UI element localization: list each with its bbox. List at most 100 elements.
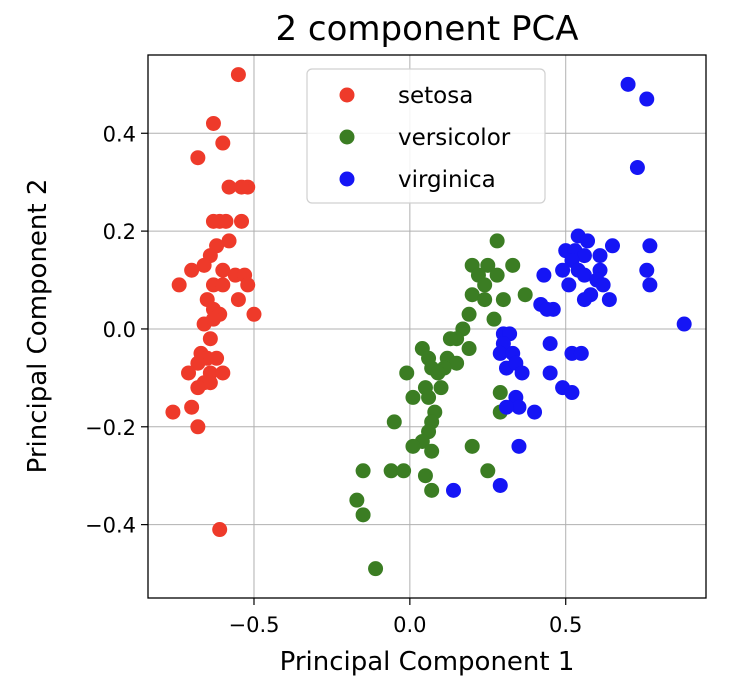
- setosa-point: [246, 306, 262, 322]
- setosa-point: [184, 399, 200, 415]
- setosa-point: [215, 277, 231, 293]
- virginica-point: [536, 267, 552, 283]
- virginica-point: [492, 477, 508, 493]
- versicolor-point: [368, 561, 384, 577]
- setosa-point: [221, 179, 237, 195]
- virginica-point: [511, 438, 527, 454]
- legend-marker-versicolor: [339, 129, 355, 145]
- setosa-point: [209, 350, 225, 366]
- versicolor-point: [464, 287, 480, 303]
- legend: setosa versicolor virginica: [306, 68, 546, 204]
- y-tick-label: 0.2: [103, 220, 136, 244]
- setosa-point: [212, 522, 228, 538]
- x-tick-label: 0.5: [549, 613, 582, 637]
- virginica-point: [576, 248, 592, 264]
- versicolor-point: [464, 438, 480, 454]
- setosa-point: [218, 213, 234, 229]
- setosa-point: [215, 135, 231, 151]
- setosa-point: [190, 419, 206, 435]
- versicolor-point: [424, 482, 440, 498]
- versicolor-point: [461, 341, 477, 357]
- setosa-point: [202, 375, 218, 391]
- setosa-point: [234, 179, 250, 195]
- virginica-point: [573, 345, 589, 361]
- setosa-point: [205, 115, 221, 131]
- versicolor-point: [349, 492, 365, 508]
- virginica-point: [555, 262, 571, 278]
- axis-ticks: −0.5 0.0 0.5 −0.4 −0.2 0.0 0.2 0.4: [85, 122, 582, 637]
- versicolor-point: [489, 233, 505, 249]
- versicolor-point: [405, 438, 421, 454]
- chart-title: 2 component PCA: [275, 9, 578, 49]
- virginica-point: [620, 76, 636, 92]
- virginica-point: [542, 336, 558, 352]
- setosa-point: [202, 331, 218, 347]
- virginica-point: [604, 238, 620, 254]
- x-axis-label: Principal Component 1: [280, 647, 575, 677]
- versicolor-point: [442, 331, 458, 347]
- setosa-point: [215, 365, 231, 381]
- virginica-point: [539, 301, 555, 317]
- setosa-point: [184, 262, 200, 278]
- setosa-point: [190, 355, 206, 371]
- setosa-point: [221, 233, 237, 249]
- virginica-point: [576, 292, 592, 308]
- virginica-point: [676, 316, 692, 332]
- y-tick-label: −0.4: [85, 514, 136, 538]
- data-points: [165, 67, 692, 577]
- versicolor-point: [480, 257, 496, 273]
- setosa-point: [230, 67, 246, 83]
- versicolor-point: [430, 365, 446, 381]
- versicolor-point: [396, 463, 412, 479]
- y-tick-label: −0.2: [85, 416, 136, 440]
- versicolor-point: [480, 463, 496, 479]
- versicolor-point: [461, 306, 477, 322]
- versicolor-point: [355, 507, 371, 523]
- virginica-point: [642, 238, 658, 254]
- versicolor-point: [399, 365, 415, 381]
- versicolor-point: [449, 355, 465, 371]
- virginica-point: [642, 277, 658, 293]
- virginica-point: [511, 399, 527, 415]
- setosa-point: [190, 380, 206, 396]
- virginica-point: [561, 277, 577, 293]
- series-versicolor: [349, 233, 533, 577]
- versicolor-point: [417, 468, 433, 484]
- versicolor-point: [517, 287, 533, 303]
- setosa-point: [230, 292, 246, 308]
- setosa-point: [171, 277, 187, 293]
- virginica-point: [564, 385, 580, 401]
- versicolor-point: [424, 443, 440, 459]
- versicolor-point: [489, 267, 505, 283]
- setosa-point: [215, 262, 231, 278]
- versicolor-point: [477, 292, 493, 308]
- virginica-point: [639, 91, 655, 107]
- setosa-point: [240, 277, 256, 293]
- x-tick-label: −0.5: [228, 613, 279, 637]
- virginica-point: [595, 277, 611, 293]
- series-setosa: [165, 67, 262, 538]
- legend-frame: [306, 68, 546, 204]
- setosa-point: [165, 404, 181, 420]
- setosa-point: [196, 257, 212, 273]
- legend-label-setosa: setosa: [398, 83, 473, 109]
- setosa-point: [190, 150, 206, 166]
- x-tick-label: 0.0: [393, 613, 426, 637]
- legend-marker-setosa: [339, 87, 355, 103]
- y-tick-label: 0.4: [103, 122, 136, 146]
- versicolor-point: [433, 380, 449, 396]
- legend-label-virginica: virginica: [398, 167, 496, 193]
- versicolor-point: [477, 277, 493, 293]
- virginica-point: [592, 248, 608, 264]
- legend-marker-virginica: [339, 171, 355, 187]
- virginica-point: [601, 292, 617, 308]
- virginica-point: [576, 267, 592, 283]
- versicolor-point: [505, 257, 521, 273]
- versicolor-point: [405, 389, 421, 405]
- versicolor-point: [421, 389, 437, 405]
- versicolor-point: [386, 414, 402, 430]
- virginica-point: [498, 399, 514, 415]
- virginica-point: [542, 365, 558, 381]
- versicolor-point: [355, 463, 371, 479]
